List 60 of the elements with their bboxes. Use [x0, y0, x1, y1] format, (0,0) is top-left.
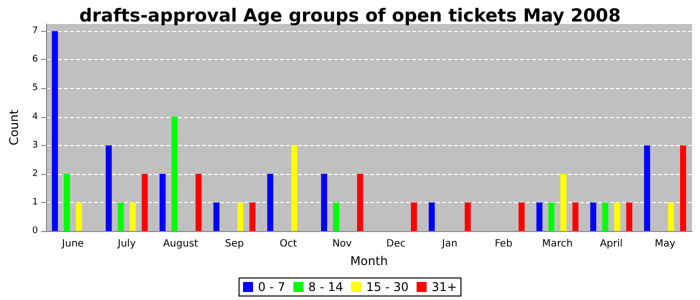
y-tick-label: 5 — [32, 83, 38, 94]
y-tick-label: 6 — [32, 54, 38, 65]
bar — [536, 202, 542, 231]
x-tick-label: July — [116, 238, 136, 250]
bar — [410, 202, 417, 231]
bar — [291, 145, 298, 231]
legend-label: 8 - 14 — [308, 280, 344, 294]
bar — [548, 202, 554, 231]
bar — [680, 145, 686, 231]
bar — [267, 174, 274, 231]
x-tick-label: August — [163, 238, 198, 250]
bar — [644, 145, 650, 231]
bar — [76, 202, 82, 231]
bar — [142, 174, 148, 231]
bar — [614, 202, 620, 231]
bar — [626, 202, 632, 231]
bar — [52, 31, 58, 231]
bar — [106, 145, 112, 231]
x-tick-label: May — [654, 238, 676, 250]
bar — [333, 202, 340, 231]
y-tick-label: 1 — [32, 197, 38, 208]
bar — [172, 116, 178, 231]
bar — [213, 202, 220, 231]
bar — [64, 174, 70, 231]
bar — [249, 202, 256, 231]
legend-label: 31+ — [432, 280, 457, 294]
bar — [130, 202, 136, 231]
chart-title: drafts-approval Age groups of open tickets May 2008 — [79, 6, 621, 26]
x-tick-label: Sep — [224, 238, 244, 250]
bar — [572, 202, 578, 231]
x-tick-label: April — [600, 238, 623, 250]
y-tick-label: 3 — [32, 140, 38, 150]
x-tick-label: March — [542, 238, 573, 250]
bar — [237, 202, 244, 231]
x-tick-label: Nov — [332, 238, 352, 250]
bar — [160, 174, 166, 231]
bar — [668, 202, 674, 231]
bar — [560, 174, 566, 231]
bar — [118, 202, 124, 231]
x-tick-label: Feb — [494, 238, 512, 250]
x-tick-label: Dec — [386, 238, 406, 250]
bar — [357, 174, 364, 231]
x-tick-label: June — [61, 238, 84, 250]
y-tick-label: 7 — [32, 26, 38, 36]
bar — [321, 174, 328, 231]
y-tick-label: 0 — [32, 226, 38, 236]
y-tick-label: 2 — [32, 168, 38, 179]
y-axis-title: Count — [7, 109, 21, 146]
bar — [602, 202, 608, 231]
y-tick-label: 4 — [32, 112, 38, 122]
x-tick-label: Jan — [441, 238, 458, 250]
bar — [590, 202, 596, 231]
bar — [464, 202, 471, 231]
legend-label: 15 - 30 — [366, 280, 409, 294]
x-axis-title: Month — [350, 254, 388, 268]
legend-label: 0 - 7 — [258, 280, 286, 294]
x-tick-label: Oct — [280, 238, 297, 250]
bar — [428, 202, 435, 231]
bar — [518, 202, 525, 231]
bar — [196, 174, 202, 231]
